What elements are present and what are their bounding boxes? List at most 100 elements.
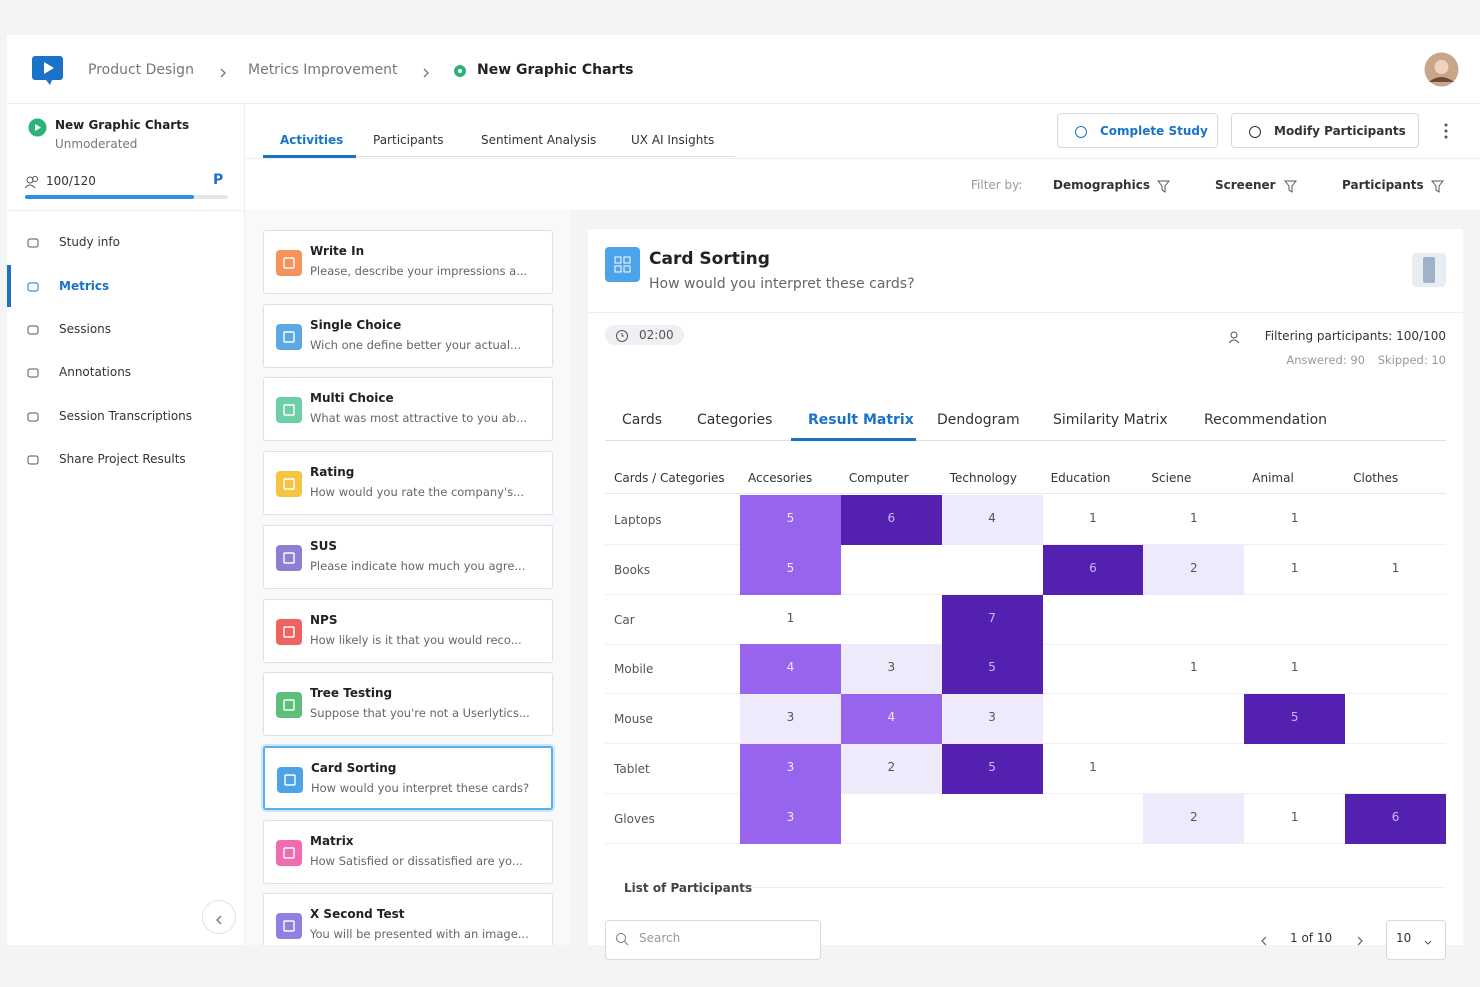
matrix-cell: 1	[1244, 644, 1345, 694]
activity-description: How likely is it that you would reco...	[310, 632, 522, 647]
nav-item[interactable]: Sessions	[59, 322, 112, 336]
icon	[220, 68, 226, 78]
detail-icon	[605, 247, 640, 282]
matrix-value: 5	[988, 760, 996, 774]
icon	[26, 176, 34, 184]
activity-card[interactable]: Matrix How Satisfied or dissatisfied are …	[263, 819, 553, 884]
icon	[1228, 331, 1240, 344]
tab[interactable]: Participants	[373, 133, 444, 147]
subtab[interactable]: Dendogram	[937, 412, 1020, 428]
activity-icon	[276, 323, 302, 350]
matrix-row-label: Mobile	[614, 662, 654, 677]
nav-item[interactable]: Share Project Results	[59, 452, 186, 466]
icon	[284, 774, 296, 786]
avatar[interactable]	[1424, 52, 1459, 87]
study-name: New Graphic Charts	[55, 118, 190, 132]
nav-active-bar	[7, 265, 11, 307]
activity-title: Multi Choice	[310, 391, 394, 406]
activity-card[interactable]: Multi Choice What was most attractive to …	[263, 377, 553, 442]
subtab[interactable]: Recommendation	[1204, 412, 1328, 428]
activity-icon	[276, 397, 302, 424]
logo-play	[44, 62, 54, 74]
activity-description: Wich one define better your actual...	[310, 337, 522, 352]
tab[interactable]: Sentiment Analysis	[481, 133, 597, 147]
icon	[283, 257, 295, 269]
action-button[interactable]	[1057, 113, 1218, 148]
matrix-cell: 1	[1244, 495, 1345, 545]
action-icon	[1248, 124, 1262, 138]
avatar-body	[1429, 77, 1454, 82]
breadcrumb[interactable]: Metrics Improvement	[248, 62, 398, 78]
icon	[283, 552, 295, 564]
activity-description: Please, describe your impressions a...	[310, 264, 528, 278]
tab[interactable]: UX AI Insights	[631, 133, 715, 147]
subtab[interactable]: Result Matrix	[808, 412, 914, 428]
nav-item[interactable]: Annotations	[59, 365, 132, 379]
subtab[interactable]: Similarity Matrix	[1053, 412, 1168, 428]
subtabs-line	[605, 440, 1446, 441]
icon	[24, 184, 36, 189]
icon	[283, 846, 295, 859]
icon	[27, 238, 39, 248]
activity-card[interactable]: Tree Testing Suppose that you're not a Us…	[263, 672, 553, 737]
action-label: Complete Study	[1100, 124, 1208, 138]
more-menu[interactable]	[1440, 121, 1452, 141]
icon	[220, 68, 226, 78]
search-box[interactable]	[605, 920, 821, 960]
icon	[1075, 126, 1087, 138]
tab[interactable]: Activities	[280, 133, 344, 147]
nav-icon	[26, 409, 40, 423]
activity-card[interactable]: Write In Please, describe your impression…	[263, 230, 553, 294]
matrix-cell: 1	[1244, 545, 1345, 595]
icon	[283, 920, 295, 932]
matrix-cell: 4	[740, 644, 841, 695]
breadcrumb[interactable]: Product Design	[88, 62, 194, 78]
activity-title: Write In	[310, 244, 365, 258]
activity-icon	[276, 913, 302, 940]
matrix-value: 1	[1290, 560, 1299, 575]
icon	[283, 330, 295, 343]
breadcrumb[interactable]: New Graphic Charts	[477, 62, 634, 78]
detail-question: How would you interpret these cards?	[649, 276, 915, 292]
icon	[32, 176, 38, 182]
icon	[623, 265, 631, 273]
subtab[interactable]: Cards	[622, 412, 663, 428]
matrix-row-label: Tablet	[614, 762, 650, 776]
icon	[283, 920, 295, 932]
nav-item[interactable]: Study info	[59, 235, 120, 249]
logo[interactable]	[30, 54, 66, 86]
matrix-value: 7	[988, 610, 996, 625]
matrix-value: 4	[887, 710, 896, 725]
icon	[1424, 940, 1432, 945]
activity-card[interactable]: Rating How would you rate the company's..…	[263, 451, 553, 516]
matrix-cell: 5	[941, 744, 1043, 794]
matrix-value: 1	[786, 610, 795, 625]
activity-card[interactable]: Single Choice Wich one define better your…	[263, 303, 553, 368]
matrix-value: 1	[1391, 560, 1400, 575]
icon	[27, 412, 39, 422]
nav-item[interactable]: Session Transcriptions	[59, 409, 193, 423]
activity-description: What was most attractive to you ab...	[310, 411, 528, 426]
collapse-button[interactable]	[202, 900, 236, 934]
activity-card[interactable]: X Second Test You will be presented with …	[263, 893, 553, 945]
chevron	[213, 911, 225, 925]
subtab[interactable]: Categories	[697, 412, 773, 428]
icon	[1261, 936, 1267, 946]
filter-item[interactable]: Screener	[1215, 178, 1276, 192]
activity-card[interactable]: Card Sorting How would you interpret thes…	[263, 745, 553, 810]
activity-card[interactable]: NPS How likely is it that you would reco.…	[263, 598, 553, 663]
page-size[interactable]	[1386, 920, 1446, 960]
filtering-participants: Filtering participants: 100/100	[1264, 329, 1446, 343]
activity-icon	[277, 766, 303, 793]
nav-item[interactable]: Metrics	[59, 279, 110, 293]
chevron	[1354, 932, 1366, 946]
filter-item[interactable]: Demographics	[1053, 178, 1150, 192]
action-label: Modify Participants	[1274, 124, 1406, 138]
chevron	[420, 64, 432, 78]
activity-card[interactable]: SUS Please indicate how much you agre...	[263, 524, 553, 589]
filter-item[interactable]: Participants	[1342, 178, 1424, 192]
action-button[interactable]	[1231, 113, 1419, 148]
tab-underline	[263, 155, 356, 158]
filter-icon	[1156, 178, 1171, 193]
